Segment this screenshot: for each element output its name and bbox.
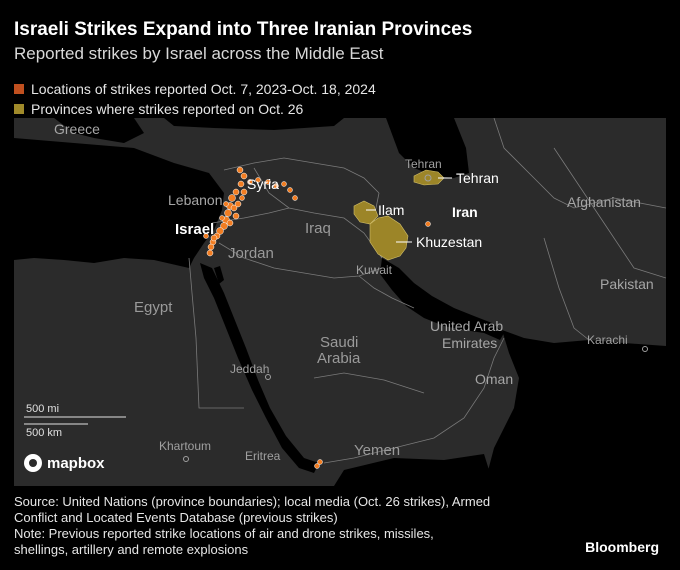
source-line: shellings, artillery and remote explosio… [14, 542, 249, 557]
label-tehran-small: Tehran [405, 157, 442, 171]
scale-km: 500 km [26, 427, 63, 439]
label-iran: Iran [452, 204, 478, 220]
label-iraq: Iraq [305, 220, 331, 237]
legend-item-provinces: Provinces where strikes reported on Oct.… [14, 99, 376, 119]
legend-item-previous-strikes: Locations of strikes reported Oct. 7, 20… [14, 79, 376, 99]
source-line: Note: Previous reported strike locations… [14, 526, 434, 541]
label-leaders [366, 177, 452, 243]
label-uae-2: Emirates [442, 335, 498, 351]
caspian-sea [386, 118, 469, 178]
bloomberg-logo: Bloomberg [585, 539, 659, 555]
province-ilam [353, 200, 379, 225]
label-pakistan: Pakistan [600, 276, 654, 292]
source-line: Source: United Nations (province boundar… [14, 494, 491, 509]
label-eritrea: Eritrea [245, 449, 281, 463]
label-kuwait: Kuwait [356, 263, 393, 277]
label-yemen: Yemen [354, 442, 401, 459]
label-greece: Greece [54, 121, 100, 137]
label-jeddah: Jeddah [230, 362, 270, 376]
label-saudi-2: Arabia [317, 350, 361, 367]
label-jordan: Jordan [228, 245, 274, 262]
scale-bars [24, 416, 126, 425]
persian-gulf [380, 258, 504, 340]
legend-label-provinces: Provinces where strikes reported on Oct.… [31, 101, 304, 117]
province-khuzestan [369, 215, 409, 261]
source-line: Conflict and Located Events Database (pr… [14, 510, 338, 525]
legend-swatch-strikes [14, 84, 24, 94]
label-ilam: Ilam [378, 202, 405, 218]
label-syria: Syria [247, 176, 279, 192]
mapbox-attribution[interactable]: mapbox [24, 454, 105, 472]
legend: Locations of strikes reported Oct. 7, 20… [14, 79, 376, 119]
label-lebanon: Lebanon [168, 192, 223, 208]
strike-markers [203, 166, 431, 469]
map-canvas [14, 118, 666, 486]
label-khartoum: Khartoum [159, 439, 212, 453]
map[interactable]: Greece Syria Lebanon Israel Iraq Jordan … [14, 118, 666, 486]
chart-subtitle: Reported strikes by Israel across the Mi… [14, 44, 384, 63]
aegean-sea [54, 118, 144, 143]
arabian-sea-south [334, 454, 494, 486]
label-uae-1: United Arab [430, 318, 504, 334]
legend-swatch-provinces [14, 104, 24, 114]
label-saudi-1: Saudi [320, 334, 359, 351]
province-tehran [413, 169, 445, 186]
mapbox-label: mapbox [47, 454, 105, 472]
label-tehran: Tehran [456, 170, 499, 186]
scale-miles: 500 mi [26, 403, 60, 415]
label-khuzestan: Khuzestan [416, 234, 483, 250]
country-borders [188, 118, 666, 464]
label-karachi: Karachi [587, 333, 628, 347]
label-egypt: Egypt [134, 299, 173, 316]
red-sea [200, 263, 319, 473]
mediterranean-sea [14, 138, 224, 268]
label-oman: Oman [475, 371, 514, 387]
label-israel: Israel [175, 221, 215, 238]
black-sea-edge [164, 118, 344, 130]
source-note: Source: United Nations (province boundar… [14, 494, 554, 558]
gulf-of-oman [484, 330, 666, 486]
chart-title: Israeli Strikes Expand into Three Irania… [14, 19, 473, 40]
label-afghanistan: Afghanistan [567, 194, 641, 210]
mapbox-logo-icon [24, 454, 42, 472]
city-markers [183, 174, 648, 462]
legend-label-strikes: Locations of strikes reported Oct. 7, 20… [31, 81, 376, 97]
gulf-of-aqaba [214, 266, 224, 284]
